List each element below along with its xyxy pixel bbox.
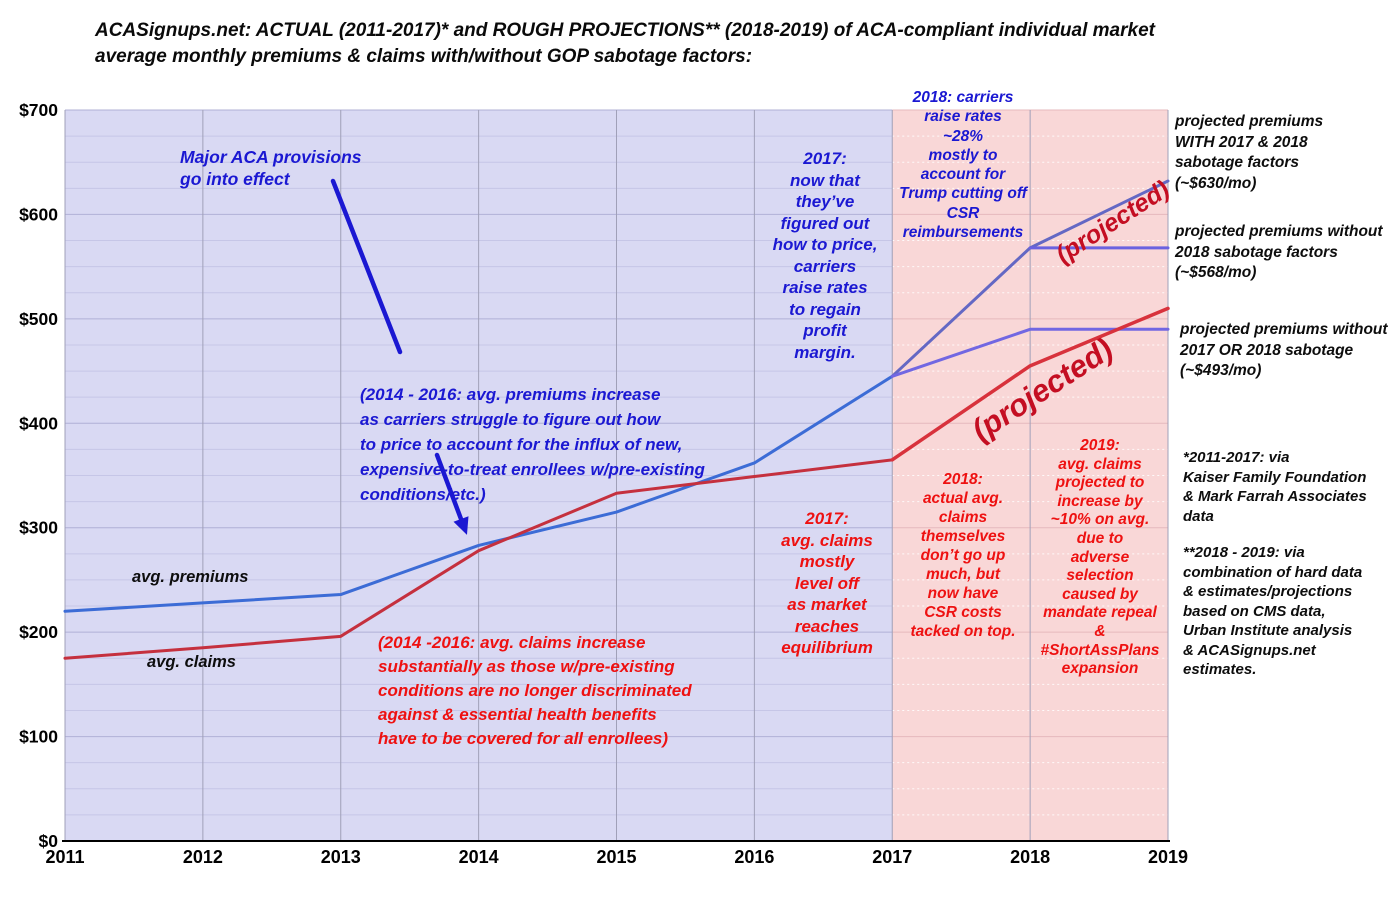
annotation-premiums-increase-2014-2016: (2014 - 2016: avg. premiums increase as … (360, 385, 705, 504)
annotation-claims-increase-2014-2016: (2014 -2016: avg. claims increase substa… (378, 633, 692, 748)
y-axis-tick-label: $400 (19, 413, 58, 433)
x-axis-tick-label: 2015 (596, 847, 636, 867)
x-axis-tick-label: 2014 (459, 847, 499, 867)
arrow-premiums-increase-head (453, 516, 469, 535)
y-axis-tick-label: $700 (19, 100, 58, 120)
series-avg-premiums-actual (63, 374, 894, 613)
label-projected-premiums-with-sabotage: projected premiums WITH 2017 & 2018 sabo… (1175, 113, 1324, 192)
y-axis-tick-label: $500 (19, 309, 58, 329)
y-axis-tick-label: $600 (19, 204, 58, 224)
x-axis-tick-label: 2018 (1010, 847, 1050, 867)
y-axis-tick-label: $300 (19, 518, 58, 538)
x-axis-tick-label: 2013 (321, 847, 361, 867)
x-axis-tick-label: 2012 (183, 847, 223, 867)
x-axis-tick-label: 2017 (872, 847, 912, 867)
arrow-premiums-increase (434, 452, 464, 522)
label-projected-premiums-no-2018-sabotage: projected premiums without 2018 sabotage… (1175, 223, 1383, 281)
x-axis-tick-label: 2011 (45, 847, 84, 867)
series-label-avg-claims: avg. claims (147, 653, 236, 671)
pointer-major-aca (330, 178, 403, 355)
annotation-claims-2018: 2018: actual avg. claims themselves don’… (910, 471, 1016, 640)
x-axis-tick-label: 2016 (734, 847, 774, 867)
annotation-carriers-2018: 2018: carriers raise rates ~28% mostly t… (899, 89, 1027, 242)
x-axis-tick-label: 2019 (1148, 847, 1188, 867)
footnote-data-source-projected: **2018 - 2019: via combination of hard d… (1183, 544, 1363, 678)
series-avg-claims-actual (63, 458, 894, 660)
footnote-data-source-actual: *2011-2017: via Kaiser Family Foundation… (1183, 449, 1367, 525)
annotation-premiums-2017: 2017: now that they’ve figured out how t… (772, 149, 878, 362)
series-label-avg-premiums: avg. premiums (132, 568, 249, 586)
annotation-claims-2019: 2019: avg. claims projected to increase … (1040, 437, 1160, 678)
y-axis-tick-label: $200 (19, 622, 58, 642)
label-projected-premiums-no-2017-2018-sabotage: projected premiums without 2017 OR 2018 … (1180, 321, 1388, 379)
series-avg-claims-projected (890, 306, 1170, 462)
y-axis-tick-label: $0 (39, 831, 59, 851)
annotation-claims-2017: 2017: avg. claims mostly level off as ma… (781, 509, 873, 657)
annotation-major-aca-provisions: Major ACA provisions go into effect (180, 147, 362, 189)
chart-title: ACASignups.net: ACTUAL (2011-2017)* and … (95, 20, 1155, 67)
y-axis-tick-label: $100 (19, 727, 58, 747)
